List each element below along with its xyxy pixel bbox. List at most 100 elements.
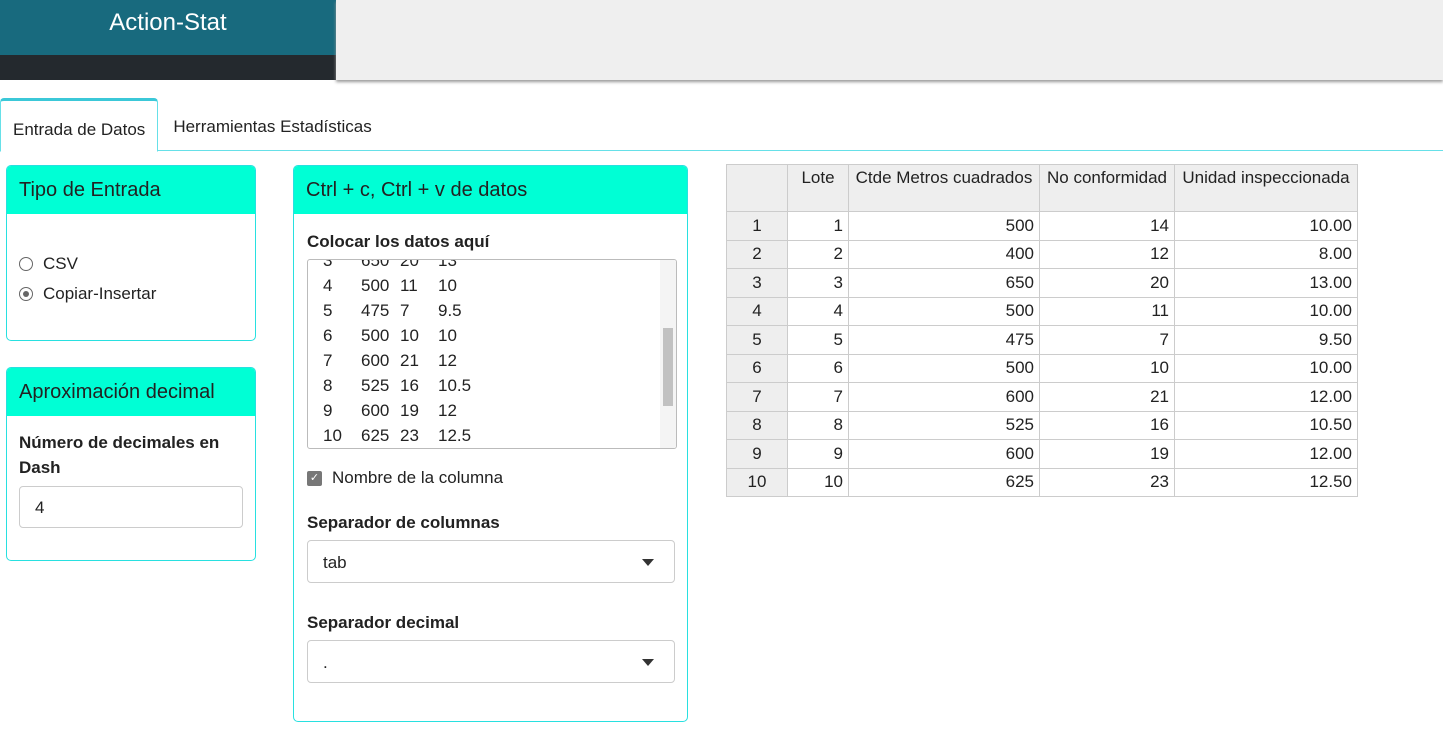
table-row: 3 3 650 20 13.00	[726, 268, 1358, 298]
scrollbar[interactable]	[660, 260, 676, 448]
cell: 10.00	[1174, 211, 1358, 241]
brand[interactable]: Action-Stat	[0, 0, 336, 55]
text-cell: 600	[361, 401, 390, 420]
cell: 12.00	[1174, 382, 1358, 412]
text-cell: 650	[361, 259, 390, 270]
column-header: Lote	[787, 164, 849, 212]
cell: 16	[1039, 410, 1175, 440]
cell: 600	[848, 382, 1040, 412]
checkbox[interactable]: ✓ Nombre de la columna	[307, 468, 503, 488]
scroll-thumb[interactable]	[663, 328, 673, 406]
radio-button[interactable]	[19, 257, 33, 271]
cell: 10	[787, 467, 849, 497]
input-type-panel: Tipo de Entrada CSV Copiar-Insertar	[6, 165, 256, 341]
radio-label: CSV	[43, 254, 78, 273]
cell: 11	[1039, 296, 1175, 326]
cell: 500	[848, 211, 1040, 241]
text-cell: 16	[400, 376, 419, 395]
textarea-content: 3 650 20 13 4 500 11 10 5 475 7 9.5 6 500 10 10 7 600 21 12…	[308, 259, 676, 448]
table-row: 6 6 500 10 10.00	[726, 353, 1358, 383]
cell: 400	[848, 239, 1040, 269]
text-cell: 9.5	[438, 301, 462, 320]
cell: 5	[787, 325, 849, 355]
row-index: 6	[726, 353, 788, 383]
cell: 500	[848, 296, 1040, 326]
text-cell: 12	[438, 401, 457, 420]
cell: 4	[787, 296, 849, 326]
cell: 2	[787, 239, 849, 269]
table-row: 5 5 475 7 9.50	[726, 325, 1358, 355]
table-row: 8 8 525 16 10.50	[726, 410, 1358, 440]
radio-button[interactable]	[19, 287, 33, 301]
cell: 650	[848, 268, 1040, 298]
top-bar	[336, 0, 1443, 80]
tab[interactable]: Herramientas Estadísticas	[173, 117, 372, 136]
text-cell: 10.5	[438, 376, 472, 395]
cell: 625	[848, 467, 1040, 497]
table-row: 4 4 500 11 10.00	[726, 296, 1358, 326]
cell: 500	[848, 353, 1040, 383]
text-cell: 6	[323, 326, 333, 345]
cell: 23	[1039, 467, 1175, 497]
text-line: 5 475 7 9.5	[308, 298, 676, 323]
text-cell: 600	[361, 351, 390, 370]
cell: 12.00	[1174, 439, 1358, 469]
cell: 600	[848, 439, 1040, 469]
field-label: Número de decimales en Dash	[19, 433, 220, 477]
cell: 12.50	[1174, 467, 1358, 497]
text-line: 8 525 16 10.5	[308, 373, 676, 398]
panel-title: Ctrl + c, Ctrl + v de datos	[294, 166, 687, 214]
checkbox-box[interactable]: ✓	[307, 470, 322, 486]
text-cell: 8	[323, 376, 333, 395]
text-cell: 625	[361, 426, 390, 445]
cell: 3	[787, 268, 849, 298]
corner-cell	[726, 164, 788, 212]
text-line: 6 500 10 10	[308, 323, 676, 348]
cell: 475	[848, 325, 1040, 355]
cell: 7	[1039, 325, 1175, 355]
cell: 6	[787, 353, 849, 383]
table-row: 2 2 400 12 8.00	[726, 239, 1358, 269]
text-cell: 4	[323, 276, 333, 295]
text-cell: 500	[361, 276, 390, 295]
header-row: Lote Ctde Metros cuadrados No conformidad U…	[726, 164, 1358, 212]
cell: 10.00	[1174, 353, 1358, 383]
text-cell: 21	[400, 351, 419, 370]
dropdown-arrow	[642, 659, 654, 672]
cell: 10.50	[1174, 410, 1358, 440]
tab-line	[0, 150, 1443, 151]
field-label: Separador decimal	[307, 613, 460, 632]
text-line: 4 500 11 10	[308, 273, 676, 298]
select-value: .	[323, 653, 328, 672]
cell: 8.00	[1174, 239, 1358, 269]
text-cell: 475	[361, 301, 390, 320]
text-cell: 13	[438, 259, 457, 270]
select-value: tab	[323, 553, 347, 572]
tab[interactable]: Entrada de Datos	[0, 98, 159, 152]
text-cell: 10	[438, 276, 457, 295]
table-row: 9 9 600 19 12.00	[726, 439, 1358, 469]
cell: 1	[787, 211, 849, 241]
cell: 9.50	[1174, 325, 1358, 355]
cell: 525	[848, 410, 1040, 440]
text-line: 9 600 19 12	[308, 398, 676, 423]
text-cell: 10	[323, 426, 342, 445]
radio-group: CSV Copiar-Insertar	[7, 214, 255, 304]
checkbox-label: Nombre de la columna	[332, 468, 504, 487]
row-index: 2	[726, 239, 788, 269]
dec-sep-select[interactable]: .	[307, 640, 675, 683]
cell: 7	[787, 382, 849, 412]
panel-title: Tipo de Entrada	[7, 166, 255, 214]
col-sep-select[interactable]: tab	[307, 540, 675, 583]
radio-option[interactable]: Copiar-Insertar	[19, 284, 255, 304]
radio-option[interactable]: CSV	[19, 254, 255, 274]
table-row: 10 10 625 23 12.50	[726, 467, 1358, 497]
decimal-input[interactable]: 4	[19, 486, 243, 528]
row-index: 8	[726, 410, 788, 440]
data-textarea[interactable]: 3 650 20 13 4 500 11 10 5 475 7 9.5 6 500 10 10 7 600 21 12…	[307, 259, 677, 449]
row-index: 3	[726, 268, 788, 298]
cell: 14	[1039, 211, 1175, 241]
cell: 10.00	[1174, 296, 1358, 326]
